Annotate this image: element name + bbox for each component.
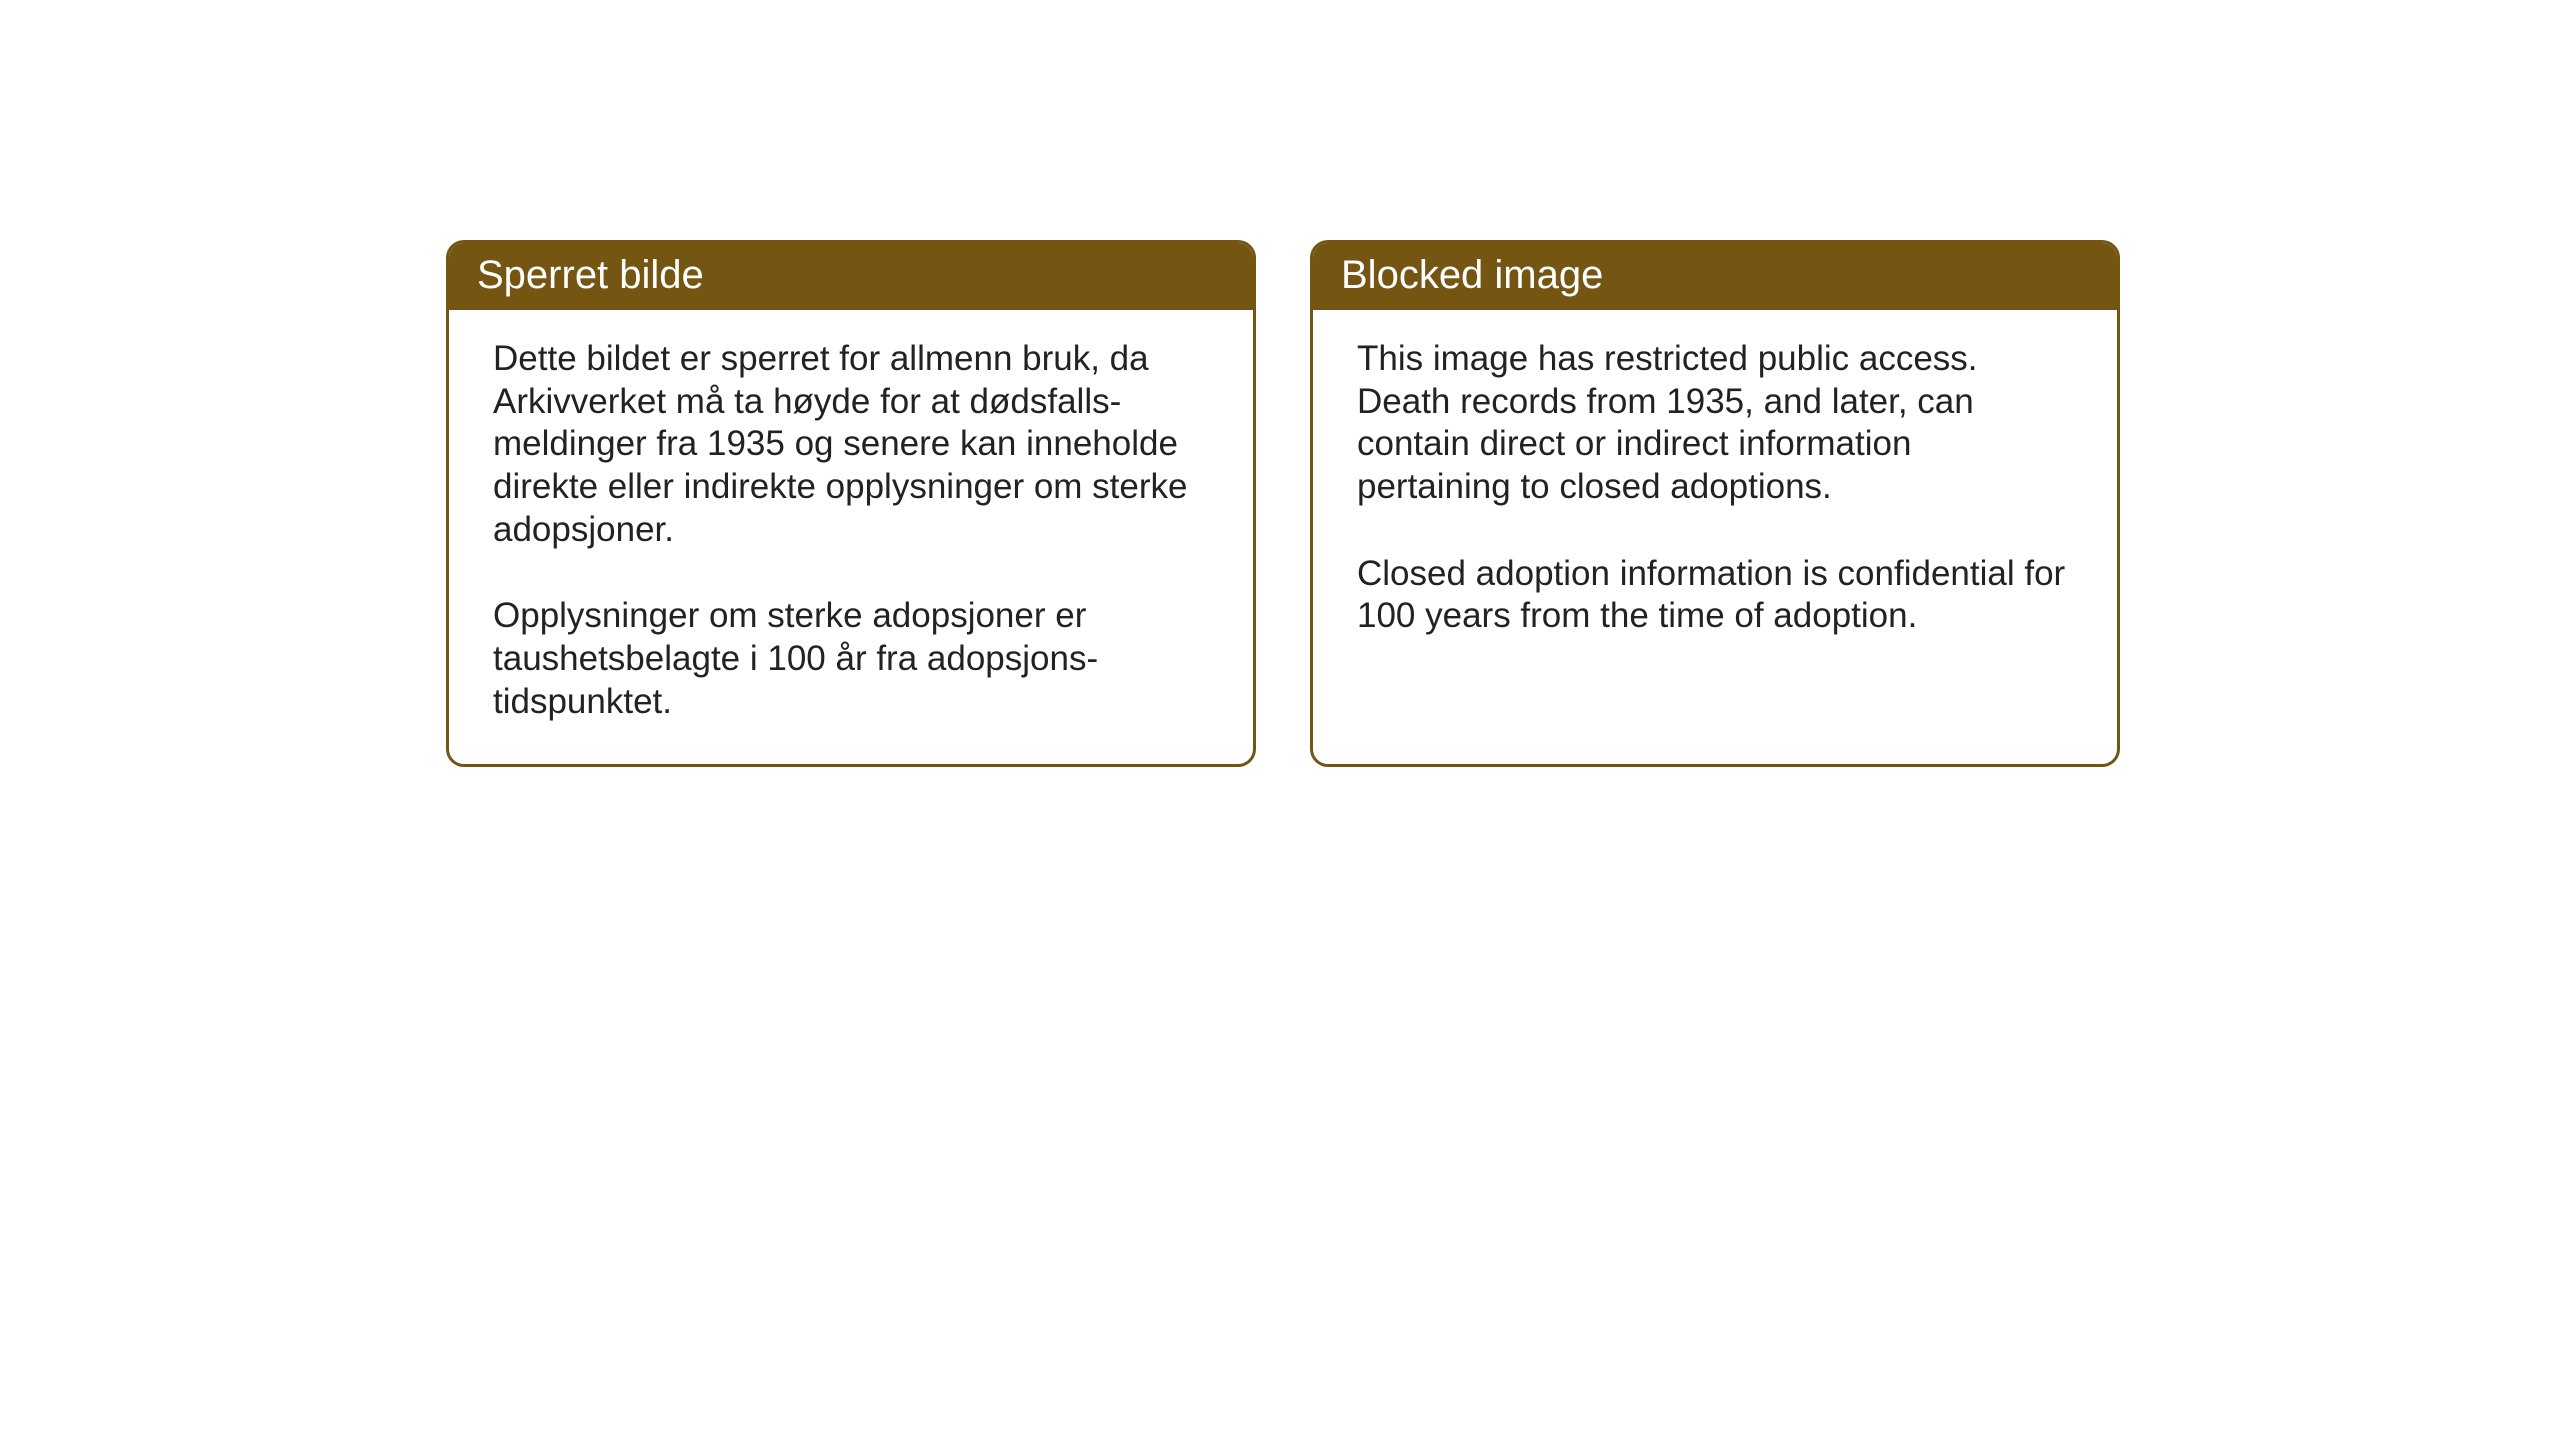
norwegian-card-body: Dette bildet er sperret for allmenn bruk…	[449, 310, 1253, 764]
english-title: Blocked image	[1341, 253, 1603, 297]
norwegian-card: Sperret bilde Dette bildet er sperret fo…	[446, 240, 1256, 767]
cards-container: Sperret bilde Dette bildet er sperret fo…	[446, 240, 2120, 767]
norwegian-paragraph-1: Dette bildet er sperret for allmenn bruk…	[493, 338, 1209, 551]
norwegian-title: Sperret bilde	[477, 253, 704, 297]
english-paragraph-1: This image has restricted public access.…	[1357, 338, 2073, 509]
english-card: Blocked image This image has restricted …	[1310, 240, 2120, 767]
english-card-body: This image has restricted public access.…	[1313, 310, 2117, 750]
english-paragraph-2: Closed adoption information is confident…	[1357, 553, 2073, 638]
norwegian-paragraph-2: Opplysninger om sterke adopsjoner er tau…	[493, 595, 1209, 723]
english-card-header: Blocked image	[1313, 243, 2117, 310]
norwegian-card-header: Sperret bilde	[449, 243, 1253, 310]
